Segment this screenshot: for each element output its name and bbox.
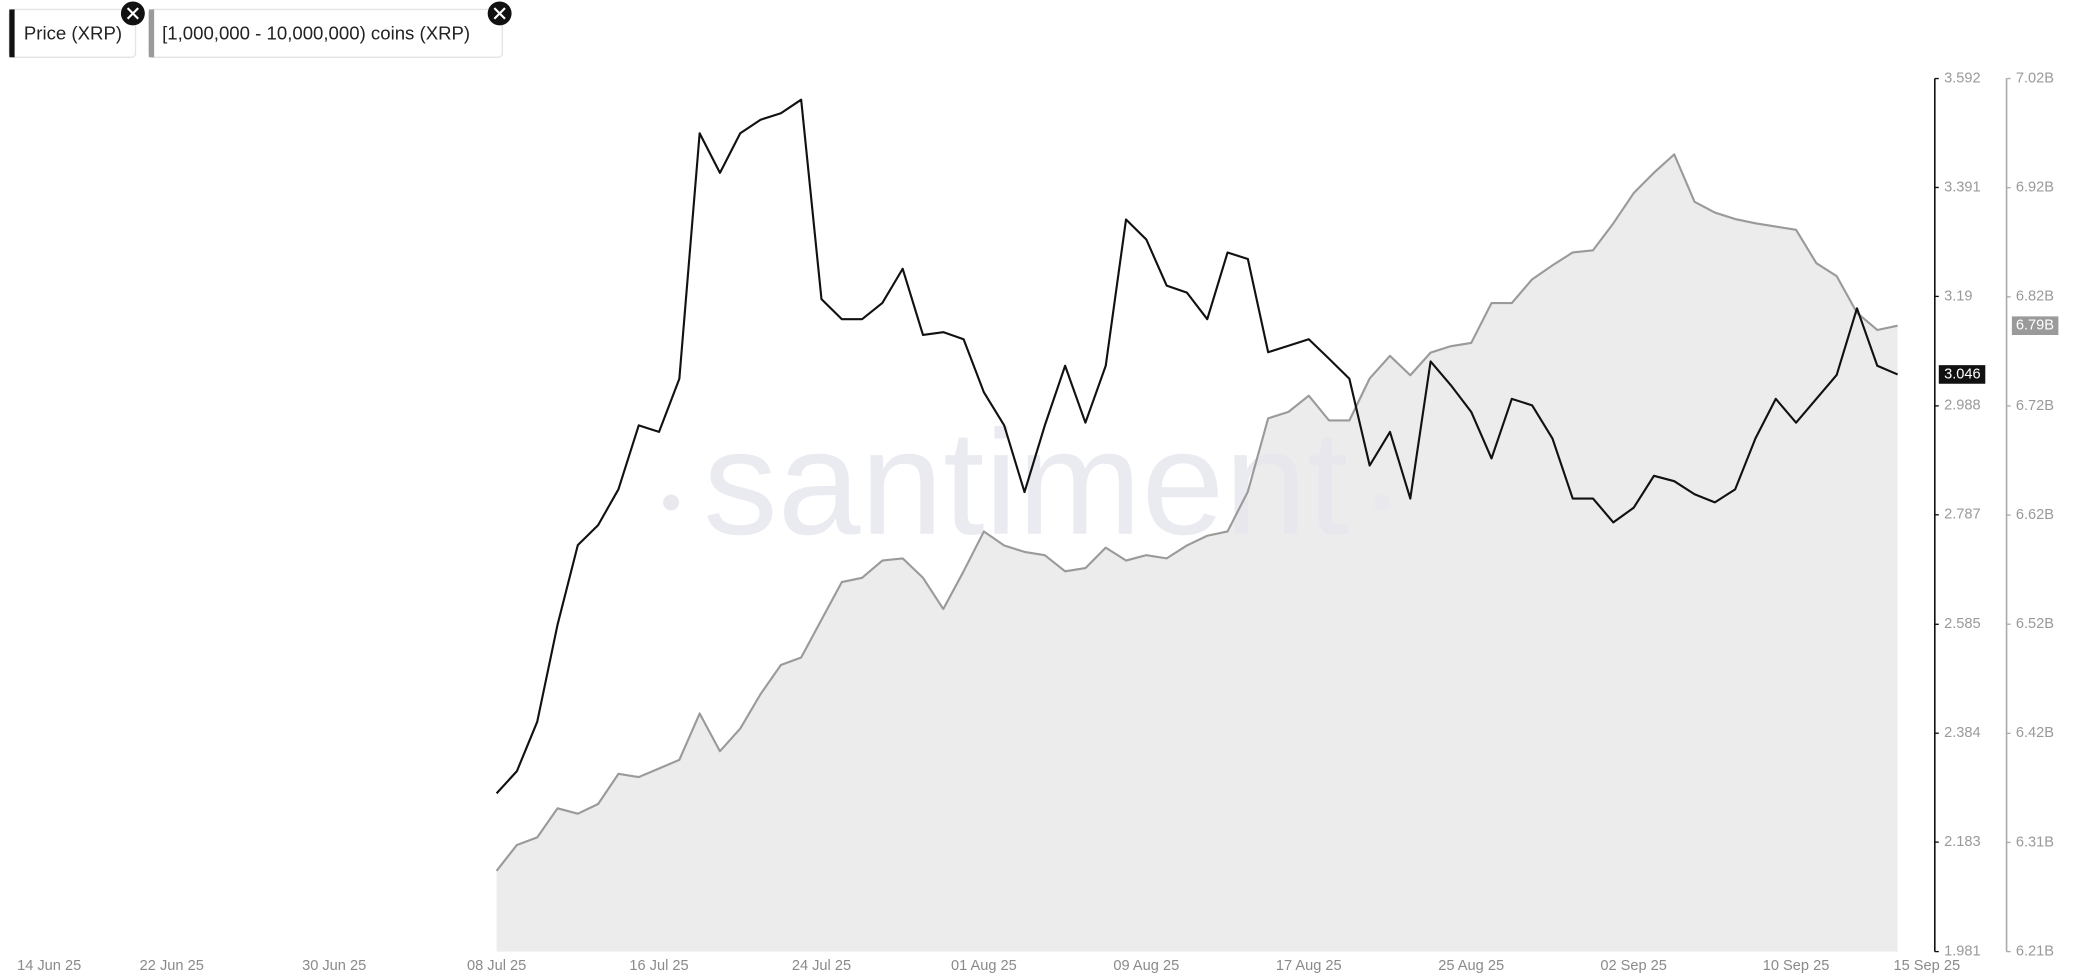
remove-metric-button[interactable] [487, 1, 512, 26]
watermark-dot [663, 494, 680, 511]
y-tick-label: 3.19 [1944, 288, 1972, 304]
remove-metric-button[interactable] [120, 1, 145, 26]
line [495, 98, 1899, 795]
x-tick-label: 02 Sep 25 [1600, 958, 1667, 974]
legend-item[interactable]: Price (XRP) [8, 8, 137, 58]
y-tick-label: 2.787 [1944, 507, 1981, 523]
y2-tick-label: 7.02B [2016, 70, 2054, 86]
y-tick-label: 3.592 [1944, 70, 1981, 86]
y2-tick-label: 6.92B [2016, 180, 2054, 196]
watermark-dot [1374, 494, 1390, 511]
x-tick-label: 08 Jul 25 [467, 958, 526, 974]
y2-tick-label: 6.21B [2016, 943, 2054, 959]
current-value-badge [1938, 365, 1986, 384]
x-tick-label: 01 Aug 25 [951, 958, 1017, 974]
current-value-label: 3.046 [1944, 366, 1981, 382]
y2-tick-label: 6.62B [2016, 507, 2054, 523]
y2-tick-label: 6.82B [2016, 289, 2054, 305]
x-tick-label: 16 Jul 25 [629, 958, 688, 974]
legend-item[interactable]: [1,000,000 - 10,000,000) coins (XRP) [148, 8, 503, 58]
legend-label: Price (XRP) [24, 23, 122, 44]
y-tick-label: 2.384 [1944, 725, 1981, 741]
x-tick-label: 24 Jul 25 [792, 958, 851, 974]
area [496, 154, 1898, 952]
y2-tick-label: 6.31B [2016, 834, 2054, 850]
x-tick-label: 30 Jun 25 [302, 958, 366, 974]
line [495, 153, 1898, 872]
x-tick-label: 15 Sep 25 [1894, 958, 1961, 974]
y2-tick-label: 6.42B [2016, 725, 2054, 741]
y2-tick-label: 6.72B [2016, 398, 2054, 414]
watermark: santiment [703, 399, 1348, 566]
y-tick-label: 2.585 [1944, 616, 1981, 632]
y-tick-label: 3.391 [1944, 179, 1981, 195]
x-tick-label: 22 Jun 25 [140, 958, 204, 974]
y2-tick-label: 6.52B [2016, 616, 2054, 632]
current-value-badge [2011, 316, 2059, 335]
legend-swatch [9, 9, 15, 58]
y-tick-label: 2.183 [1944, 834, 1981, 850]
current-value-label: 6.79B [2016, 318, 2054, 334]
x-tick-label: 09 Aug 25 [1113, 958, 1179, 974]
legend-swatch [148, 9, 155, 58]
y-tick-label: 1.981 [1944, 943, 1981, 959]
legend: Price (XRP) [1,000,000 - 10,000,000) coi… [8, 1, 512, 58]
x-tick-label: 14 Jun 25 [17, 958, 81, 974]
x-tick-label: 17 Aug 25 [1276, 958, 1342, 974]
x-tick-label: 25 Aug 25 [1438, 958, 1504, 974]
plot: santiment 1.981 2.183 2.384 2.585 2.787 2.988 3… [17, 70, 2059, 974]
x-tick-label: 10 Sep 25 [1763, 958, 1830, 974]
y-tick-label: 2.988 [1944, 398, 1981, 414]
legend-label: [1,000,000 - 10,000,000) coins (XRP) [162, 23, 470, 44]
